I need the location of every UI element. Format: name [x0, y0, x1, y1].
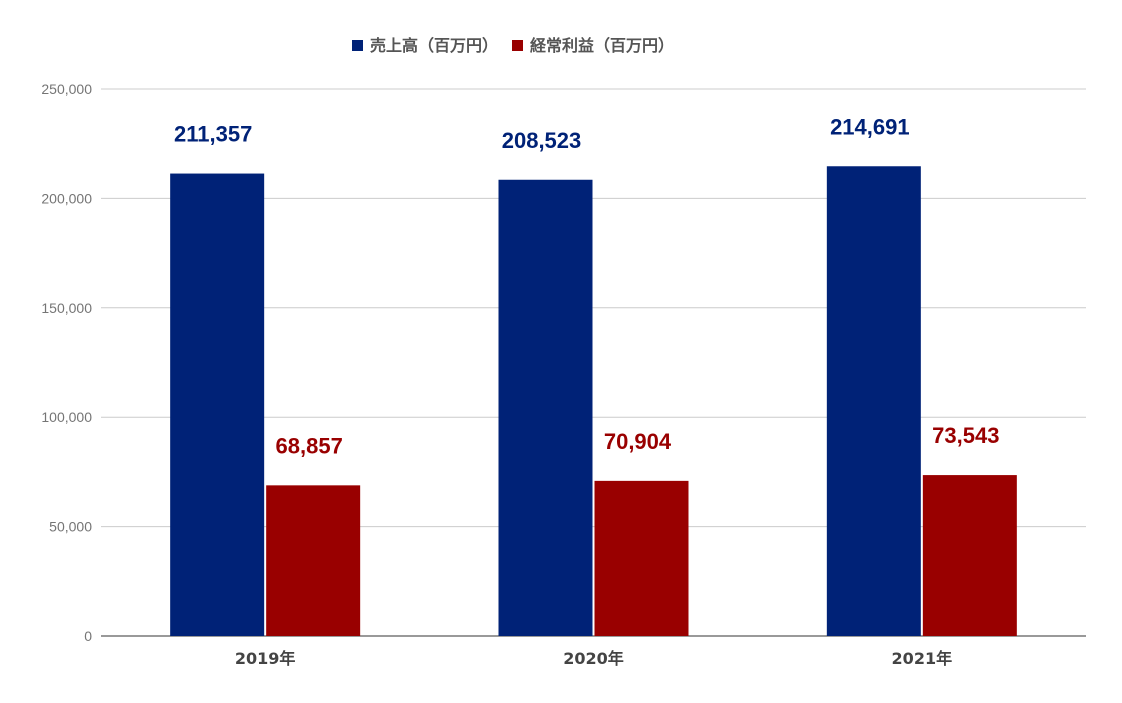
y-tick-label: 0	[84, 628, 92, 644]
x-axis: 2019年 2020年 2021年	[235, 649, 952, 668]
bar-sales-2	[826, 166, 921, 636]
y-tick-label: 50,000	[49, 519, 92, 535]
data-label-sales: 211,357	[174, 122, 252, 147]
y-axis: 0 50,000 100,000 150,000 200,000 250,000	[41, 81, 92, 644]
data-label-ordinary-profit: 73,543	[932, 423, 999, 448]
x-category-label: 2021年	[892, 649, 953, 668]
legend-swatch	[512, 40, 523, 51]
data-labels: 211,357 68,857 208,523 70,904 214,691 73,543	[174, 114, 999, 458]
bar-ordinary-profit-2	[922, 475, 1017, 636]
bar-ordinary-profit-1	[594, 480, 689, 636]
x-category-label: 2020年	[563, 649, 624, 668]
bar-ordinary-profit-0	[266, 485, 361, 636]
legend-label: 売上高（百万円）	[370, 36, 498, 55]
y-tick-label: 250,000	[41, 81, 92, 97]
bar-sales-0	[170, 173, 265, 636]
bar-sales-1	[498, 179, 593, 636]
data-label-sales: 214,691	[830, 114, 910, 139]
data-label-ordinary-profit: 68,857	[276, 433, 343, 458]
legend-swatch	[352, 40, 363, 51]
y-tick-label: 150,000	[41, 300, 92, 316]
y-tick-label: 100,000	[41, 409, 92, 425]
data-label-ordinary-profit: 70,904	[604, 429, 672, 454]
legend: 売上高（百万円） 経常利益（百万円）	[352, 36, 674, 55]
bars	[170, 166, 1017, 636]
gridlines	[101, 88, 1086, 637]
x-category-label: 2019年	[235, 649, 296, 668]
data-label-sales: 208,523	[502, 128, 582, 153]
y-tick-label: 200,000	[41, 190, 92, 206]
legend-label: 経常利益（百万円）	[530, 36, 674, 55]
